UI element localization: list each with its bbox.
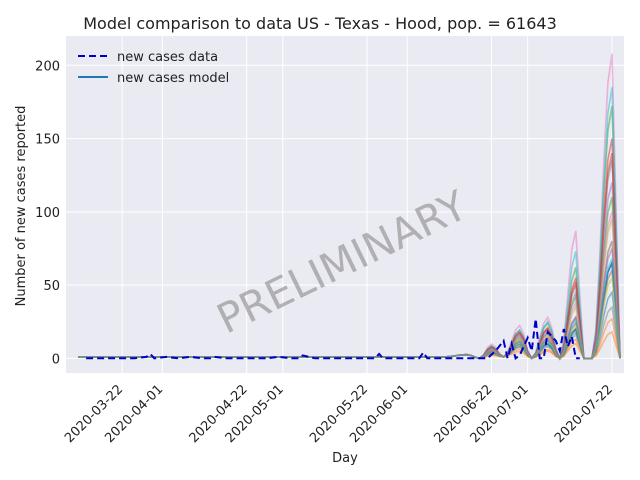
y-axis-label: Number of new cases reported (14, 106, 29, 307)
model-series-line (78, 305, 621, 360)
y-tick-label: 100 (35, 206, 60, 221)
legend-label-data: new cases data (117, 50, 218, 65)
data-series-line (86, 318, 580, 360)
y-tick-labels: 0 50 100 150 200 (35, 59, 60, 367)
plot-area (66, 36, 624, 373)
x-tick-label: 2020-07-22 (552, 382, 616, 446)
x-axis-label: Day (332, 451, 358, 466)
y-tick-label: 200 (35, 59, 60, 74)
model-series-group (78, 53, 621, 362)
y-tick-label: 0 (52, 352, 60, 367)
legend: new cases data new cases model (78, 50, 229, 86)
chart-title: Model comparison to data US - Texas - Ho… (83, 14, 557, 33)
legend-label-model: new cases model (117, 71, 229, 86)
y-tick-label: 150 (35, 133, 60, 148)
data-series-group (86, 318, 580, 360)
y-tick-label: 50 (43, 279, 60, 294)
